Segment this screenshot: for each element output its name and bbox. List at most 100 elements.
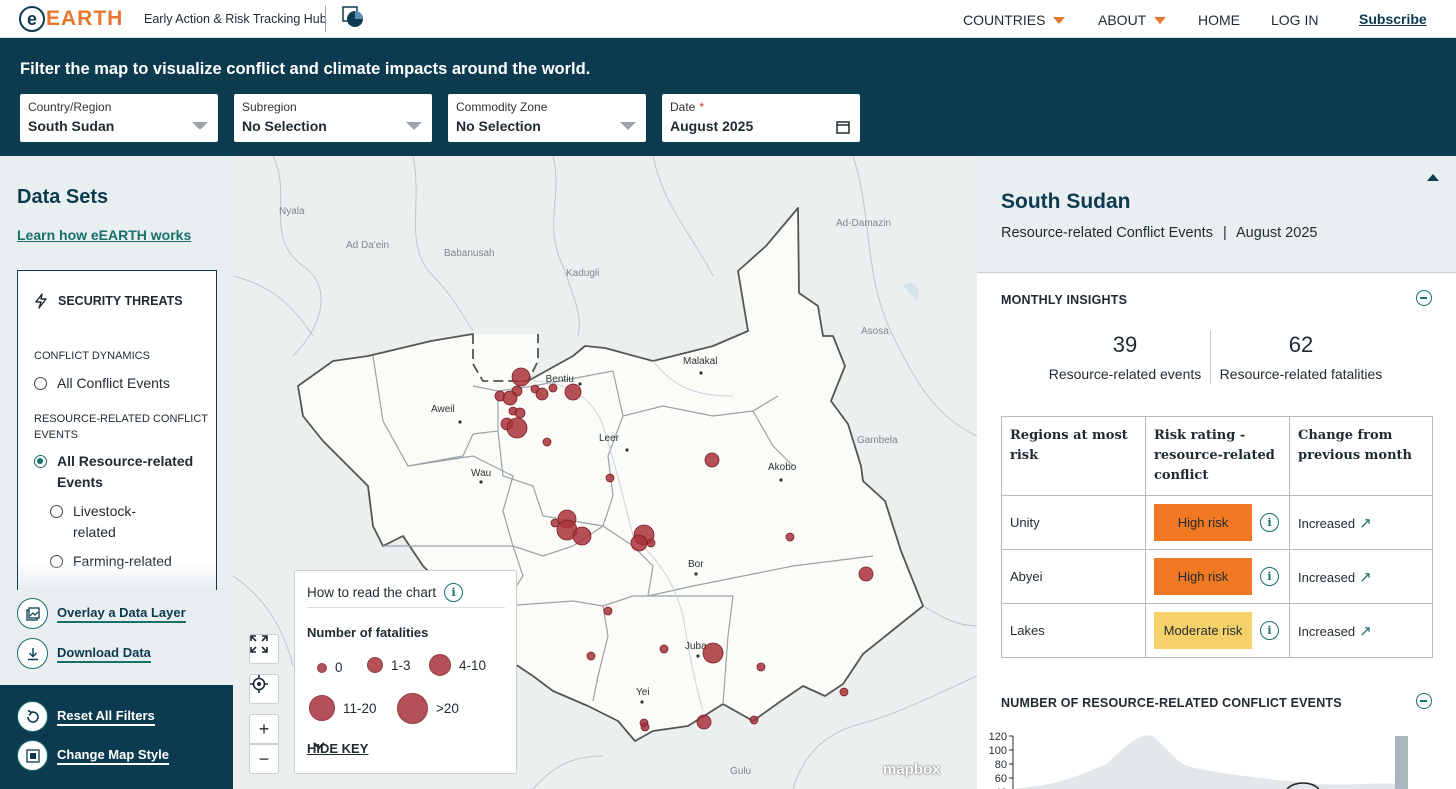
event-marker[interactable] <box>586 651 596 661</box>
radio-label: All Resource-related Events <box>57 453 194 490</box>
event-marker[interactable] <box>630 534 648 552</box>
event-marker[interactable] <box>514 407 526 419</box>
event-marker[interactable] <box>839 687 849 697</box>
risk-badge: Moderate risk <box>1154 612 1252 649</box>
event-marker[interactable] <box>603 606 613 616</box>
y-ticks: 120 100 80 60 40 <box>989 731 1013 789</box>
legend-bin-1: 1-3 <box>367 657 411 673</box>
info-icon[interactable]: i <box>1260 621 1279 640</box>
radio-livestock-related[interactable]: Livestock-related <box>50 501 170 543</box>
legend-bin-3: 11-20 <box>309 695 377 721</box>
event-marker[interactable] <box>696 714 712 730</box>
nav-about[interactable]: ABOUT <box>1098 12 1167 28</box>
change-map-style-button[interactable]: Change Map Style <box>17 740 169 771</box>
legend-bin-0: 0 <box>317 660 343 675</box>
legend-divider <box>307 607 505 608</box>
lightning-icon <box>35 293 47 309</box>
radio-circle[interactable] <box>34 377 47 390</box>
hide-key-button[interactable]: HIDE KEY <box>307 741 368 756</box>
download-data-button[interactable]: Download Data <box>17 638 151 669</box>
nav-home[interactable]: HOME <box>1198 12 1240 28</box>
learn-how-link[interactable]: Learn how eEARTH works <box>17 227 192 243</box>
legend-bubble <box>367 657 383 673</box>
country-region-select[interactable]: Country/Region South Sudan <box>20 94 218 142</box>
column-header: Regions at most risk <box>1001 416 1146 496</box>
event-marker[interactable] <box>535 387 549 401</box>
info-icon[interactable]: i <box>1260 513 1279 532</box>
conflict-events-chart[interactable]: 120 100 80 60 40 <box>977 724 1456 789</box>
logo-e: e <box>19 6 45 32</box>
event-marker[interactable] <box>605 473 615 483</box>
legend-bubble <box>317 662 327 673</box>
radio-circle-selected[interactable] <box>34 455 47 468</box>
chevron-down-icon <box>1154 16 1167 24</box>
eearth-logo[interactable]: e EARTH <box>19 5 123 33</box>
event-marker[interactable] <box>785 532 795 542</box>
subscribe-link[interactable]: Subscribe <box>1359 11 1427 27</box>
change-label: Increased <box>1298 623 1356 639</box>
fullscreen-button[interactable] <box>249 634 279 664</box>
reset-filters-button[interactable]: Reset All Filters <box>17 701 155 732</box>
nav-login[interactable]: LOG IN <box>1271 12 1318 28</box>
mapbox-attribution[interactable]: mapbox <box>883 761 941 778</box>
event-marker[interactable] <box>572 526 592 546</box>
nav-countries[interactable]: COUNTRIES <box>963 12 1066 28</box>
collapse-section-icon[interactable] <box>1416 290 1432 306</box>
legend-bubble <box>309 695 335 721</box>
locate-button[interactable] <box>249 674 279 704</box>
zoom-in-button[interactable]: + <box>249 714 279 744</box>
event-marker[interactable] <box>858 566 874 582</box>
radio-all-resource-events[interactable]: All Resource-related Events <box>34 451 194 493</box>
event-marker[interactable] <box>704 452 720 468</box>
radio-all-conflict-events[interactable]: All Conflict Events <box>34 373 170 394</box>
calendar-icon[interactable] <box>836 120 850 134</box>
how-to-read-row: How to read the chart i <box>307 583 464 602</box>
event-marker[interactable] <box>502 390 518 406</box>
event-marker[interactable] <box>640 722 650 732</box>
radio-circle[interactable] <box>50 505 63 518</box>
legend-bin-label: 4-10 <box>459 657 487 673</box>
event-marker[interactable] <box>702 642 724 664</box>
panel-subtitle: Resource-related Conflict Events | Augus… <box>1001 225 1317 241</box>
map-canvas[interactable]: Bentiu Malakal Aweil Leer Wau Akobo Bor … <box>233 156 977 789</box>
event-marker[interactable] <box>564 383 582 401</box>
event-marker[interactable] <box>511 367 531 387</box>
security-threats-box: SECURITY THREATS CONFLICT DYNAMICS All C… <box>17 270 217 590</box>
field-label: Date * <box>670 100 852 114</box>
fullscreen-icon <box>250 635 268 653</box>
event-marker[interactable] <box>550 518 560 528</box>
reset-icon <box>17 701 48 732</box>
legend-title: Number of fatalities <box>307 625 429 640</box>
event-markers[interactable] <box>494 367 874 732</box>
place-label-yei: Yei <box>636 687 650 698</box>
event-marker[interactable] <box>646 538 656 548</box>
conflict-events-chart-title: NUMBER OF RESOURCE-RELATED CONFLICT EVEN… <box>1001 696 1342 710</box>
place-label-malakal: Malakal <box>683 356 717 367</box>
event-marker[interactable] <box>542 437 552 447</box>
collapse-arrow-icon[interactable] <box>1427 174 1439 181</box>
event-marker[interactable] <box>749 715 759 725</box>
event-marker[interactable] <box>659 644 669 654</box>
plus-icon: + <box>258 718 270 739</box>
dropdown-arrow-icon <box>192 122 208 130</box>
event-marker[interactable] <box>756 662 766 672</box>
subregion-select[interactable]: Subregion No Selection <box>234 94 432 142</box>
security-threats-header[interactable]: SECURITY THREATS <box>34 293 183 309</box>
category-conflict-dynamics: CONFLICT DYNAMICS <box>34 350 150 362</box>
map-svg[interactable]: Bentiu Malakal Aweil Leer Wau Akobo Bor … <box>233 156 977 789</box>
info-icon[interactable]: i <box>1260 567 1279 586</box>
legend-bin-label: 0 <box>335 660 343 675</box>
zoom-out-button[interactable]: − <box>249 744 279 774</box>
date-picker[interactable]: Date * August 2025 <box>662 94 860 142</box>
place-label-gulu: Gulu <box>730 766 751 777</box>
overlay-data-layer-button[interactable]: Overlay a Data Layer <box>17 598 186 629</box>
info-icon[interactable]: i <box>444 583 464 602</box>
locate-icon <box>250 675 268 693</box>
table-header-row: Regions at most risk Risk rating - resou… <box>1001 416 1433 496</box>
state-boundaries <box>372 355 874 705</box>
event-marker[interactable] <box>506 417 528 439</box>
dropdown-arrow-icon <box>406 122 422 130</box>
collapse-section-icon[interactable] <box>1416 693 1432 709</box>
commodity-zone-select[interactable]: Commodity Zone No Selection <box>448 94 646 142</box>
event-marker[interactable] <box>548 383 558 393</box>
